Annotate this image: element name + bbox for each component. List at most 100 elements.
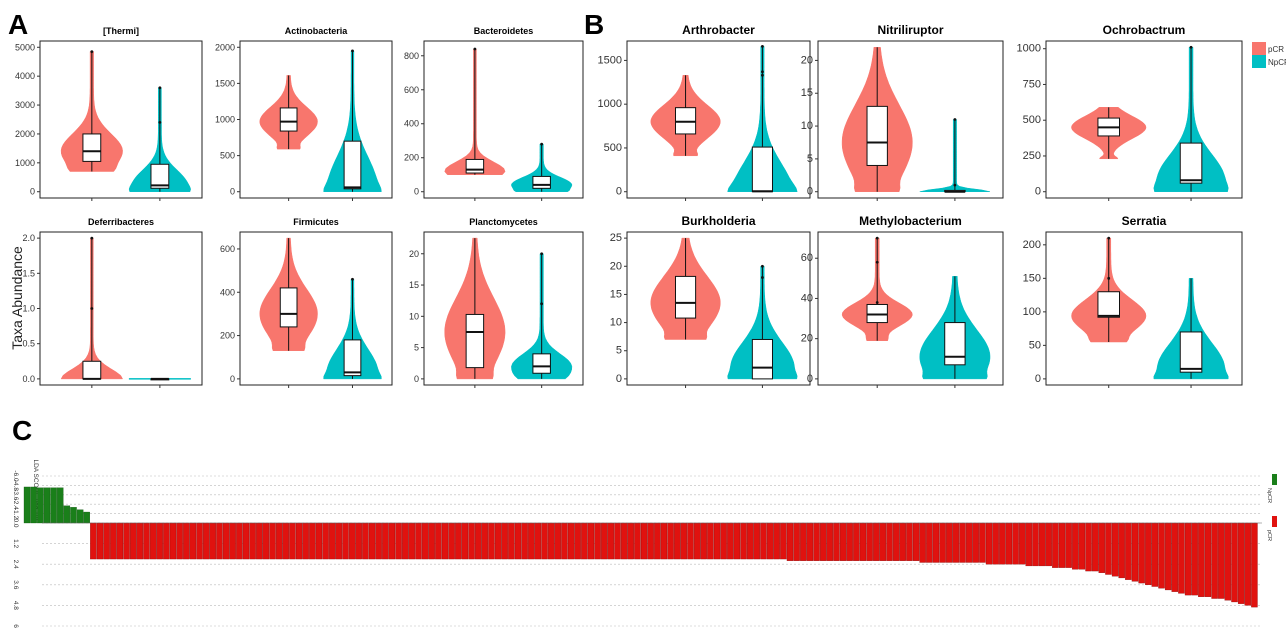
lda-bar-pcr — [468, 522, 475, 560]
lda-bar-pcr — [335, 522, 343, 560]
tick-label: 10 — [801, 120, 813, 132]
lda-bar-pcr — [1025, 522, 1033, 567]
lda-bar-pcr — [96, 522, 104, 560]
tick-label: 15 — [801, 87, 813, 99]
lda-bar-pcr — [269, 522, 276, 560]
violin-panel: Deferribacteres 0.0 0.5 1.0 1.5 2.0 — [22, 217, 203, 388]
legend: pCR NpCR — [1252, 42, 1286, 68]
outlier-point — [875, 260, 879, 264]
lda-bar-pcr — [727, 522, 734, 560]
lda-bar-pcr — [1105, 522, 1112, 575]
lda-bar-pcr — [720, 522, 727, 560]
lda-bar-npcr — [70, 507, 77, 524]
outlier-point — [761, 45, 764, 48]
box — [465, 313, 485, 369]
lda-bar-pcr — [415, 522, 422, 560]
lda-bar-pcr — [342, 522, 349, 560]
panel-title: Actinobacteria — [285, 26, 349, 36]
tick-label: 150 — [1023, 272, 1041, 284]
lda-bar-pcr — [1032, 522, 1039, 567]
lda-bar-pcr — [1164, 522, 1172, 591]
outlier-point — [761, 70, 764, 74]
lda-bar-pcr — [395, 522, 402, 560]
lda-bar-pcr — [514, 522, 522, 560]
tick-label: 0.5 — [22, 339, 35, 349]
lda-bar-pcr — [614, 522, 621, 560]
lda-bar-pcr — [242, 522, 250, 560]
lda-bar-pcr — [202, 522, 210, 560]
lda-bar-pcr — [461, 522, 469, 560]
tick-label: 100 — [1023, 306, 1041, 318]
lda-bar-pcr — [1111, 522, 1119, 577]
lda-bar-pcr — [236, 522, 243, 560]
lda-bar-pcr — [1038, 522, 1046, 567]
panel-title: Burkholderia — [681, 214, 755, 228]
lda-bar-pcr — [660, 522, 668, 560]
lda-bar-pcr — [262, 522, 270, 560]
lda-bar-pcr — [1012, 522, 1019, 565]
lda-bar-pcr — [972, 522, 979, 563]
lda-bar-pcr — [1237, 522, 1245, 604]
tick-label: 20 — [409, 249, 419, 259]
outlier-point — [953, 183, 957, 187]
lda-legend-label: pCR — [1266, 530, 1272, 541]
tick-label: 0 — [616, 186, 622, 198]
tick-label: 2.0 — [22, 233, 35, 243]
lda-legend-swatch — [1272, 474, 1277, 485]
lda-bar-pcr — [912, 522, 920, 561]
lda-bar-pcr — [1072, 522, 1079, 570]
legend-swatch-pcr — [1252, 42, 1266, 55]
lda-bar-pcr — [494, 522, 502, 560]
lda-bar-pcr — [1244, 522, 1251, 606]
lda-bar-pcr — [985, 522, 993, 565]
lda-bar-pcr — [879, 522, 887, 561]
lda-bar-pcr — [634, 522, 641, 560]
lda-bar-pcr — [1231, 522, 1238, 603]
lda-bar-pcr — [919, 522, 926, 563]
box — [674, 275, 697, 319]
lda-bar-pcr — [753, 522, 761, 560]
lda-bar-pcr — [680, 522, 688, 560]
tick-label: 1000 — [15, 158, 35, 168]
lda-bar-pcr — [382, 522, 389, 560]
outlier-point — [540, 252, 544, 256]
lda-bar-pcr — [733, 522, 741, 560]
panel-title: Serratia — [1122, 214, 1167, 228]
tick-label: 0 — [30, 187, 35, 197]
lda-bar-pcr — [979, 522, 986, 563]
lda-bar-pcr — [130, 522, 137, 560]
lda-bar-pcr — [793, 522, 800, 561]
tick-label: 1500 — [598, 54, 622, 66]
tick-label: 400 — [220, 287, 235, 297]
lda-bar-pcr — [587, 522, 595, 560]
lda-bar-pcr — [687, 522, 694, 560]
tick-label: 10 — [610, 317, 622, 329]
panel-title: Planctomycetes — [469, 217, 538, 227]
legend-swatch-npcr — [1252, 55, 1266, 68]
lda-bar-pcr — [282, 522, 289, 560]
lda-bar-pcr — [143, 522, 150, 560]
violin-panels: [Thermi]010002000300040005000Actinobacte… — [15, 23, 1243, 388]
lda-bar-pcr — [1045, 522, 1052, 567]
box — [1179, 142, 1203, 184]
lda-bar-pcr — [508, 522, 515, 560]
lda-bar-npcr — [37, 487, 44, 524]
outlier-point — [158, 120, 162, 124]
lda-bar-pcr — [103, 522, 110, 560]
lda-bar-pcr — [521, 522, 528, 560]
box — [82, 360, 102, 380]
panel-title: Arthrobacter — [682, 23, 755, 37]
box — [866, 303, 888, 324]
box — [465, 158, 485, 174]
lda-bar-pcr — [534, 522, 542, 560]
tick-label: 3.6 — [12, 580, 19, 589]
outlier-point — [473, 47, 477, 51]
lda-bar-pcr — [700, 522, 707, 560]
lda-bar-pcr — [567, 522, 575, 560]
lda-bar-pcr — [620, 522, 628, 560]
panel-title: Deferribacteres — [88, 217, 154, 227]
lda-bar-pcr — [176, 522, 183, 560]
lda-bar-pcr — [1184, 522, 1192, 596]
tick-label: 1500 — [215, 78, 235, 88]
lda-bar-pcr — [899, 522, 906, 561]
